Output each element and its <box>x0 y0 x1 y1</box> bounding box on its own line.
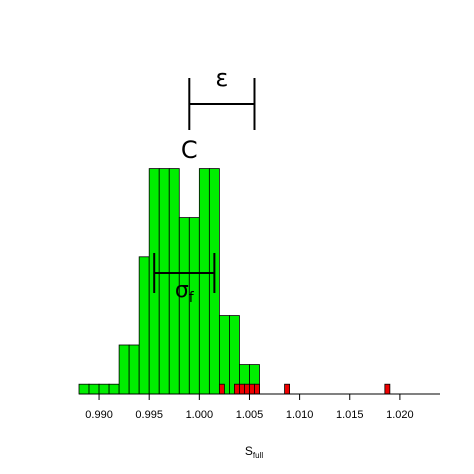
x-tick-label-2: 1.000 <box>186 409 214 421</box>
red-bar-7 <box>384 383 391 395</box>
green-bar-5 <box>128 344 140 395</box>
histogram-bars <box>78 168 391 395</box>
x-tick-label-4: 1.010 <box>286 409 314 421</box>
red-bar-3 <box>244 383 250 395</box>
green-bar-12 <box>198 168 210 395</box>
green-bar-8 <box>158 168 170 395</box>
sigma-bracket: σf <box>153 253 216 306</box>
x-axis-ticks: 0.990 0.995 1.000 1.005 1.010 1.015 1.020 <box>85 394 414 421</box>
sigma-label: σf <box>175 278 195 306</box>
red-bar-2 <box>239 383 245 395</box>
x-axis-label: Sfull <box>245 444 263 460</box>
red-bar-4 <box>249 383 255 395</box>
x-tick-label-5: 1.015 <box>336 409 364 421</box>
green-bar-1 <box>88 383 100 395</box>
x-tick-label-6: 1.020 <box>386 409 414 421</box>
red-bar-5 <box>254 383 260 395</box>
green-bar-3 <box>108 383 120 395</box>
green-bar-4 <box>118 344 130 395</box>
green-bar-15 <box>229 315 240 395</box>
green-bar-10 <box>178 217 190 395</box>
epsilon-label: ε <box>215 64 228 92</box>
red-bar-1 <box>234 383 240 395</box>
x-tick-label-3: 1.005 <box>236 409 264 421</box>
x-tick-label-0: 0.990 <box>85 409 113 421</box>
center-label: C <box>181 136 198 164</box>
green-bar-14 <box>218 315 230 395</box>
epsilon-bracket: ε <box>188 64 256 130</box>
x-axis-label-main: S <box>245 444 253 458</box>
x-tick-label-1: 0.995 <box>135 409 163 421</box>
red-bar-6 <box>284 383 290 395</box>
red-bar-0 <box>218 383 225 395</box>
green-bar-6 <box>138 256 150 395</box>
green-bar-2 <box>98 383 110 395</box>
x-axis-label-subscript: full <box>253 451 263 460</box>
green-bar-0 <box>78 383 90 395</box>
sigma-subscript: f <box>189 290 195 306</box>
sigma-symbol: σ <box>175 278 189 303</box>
